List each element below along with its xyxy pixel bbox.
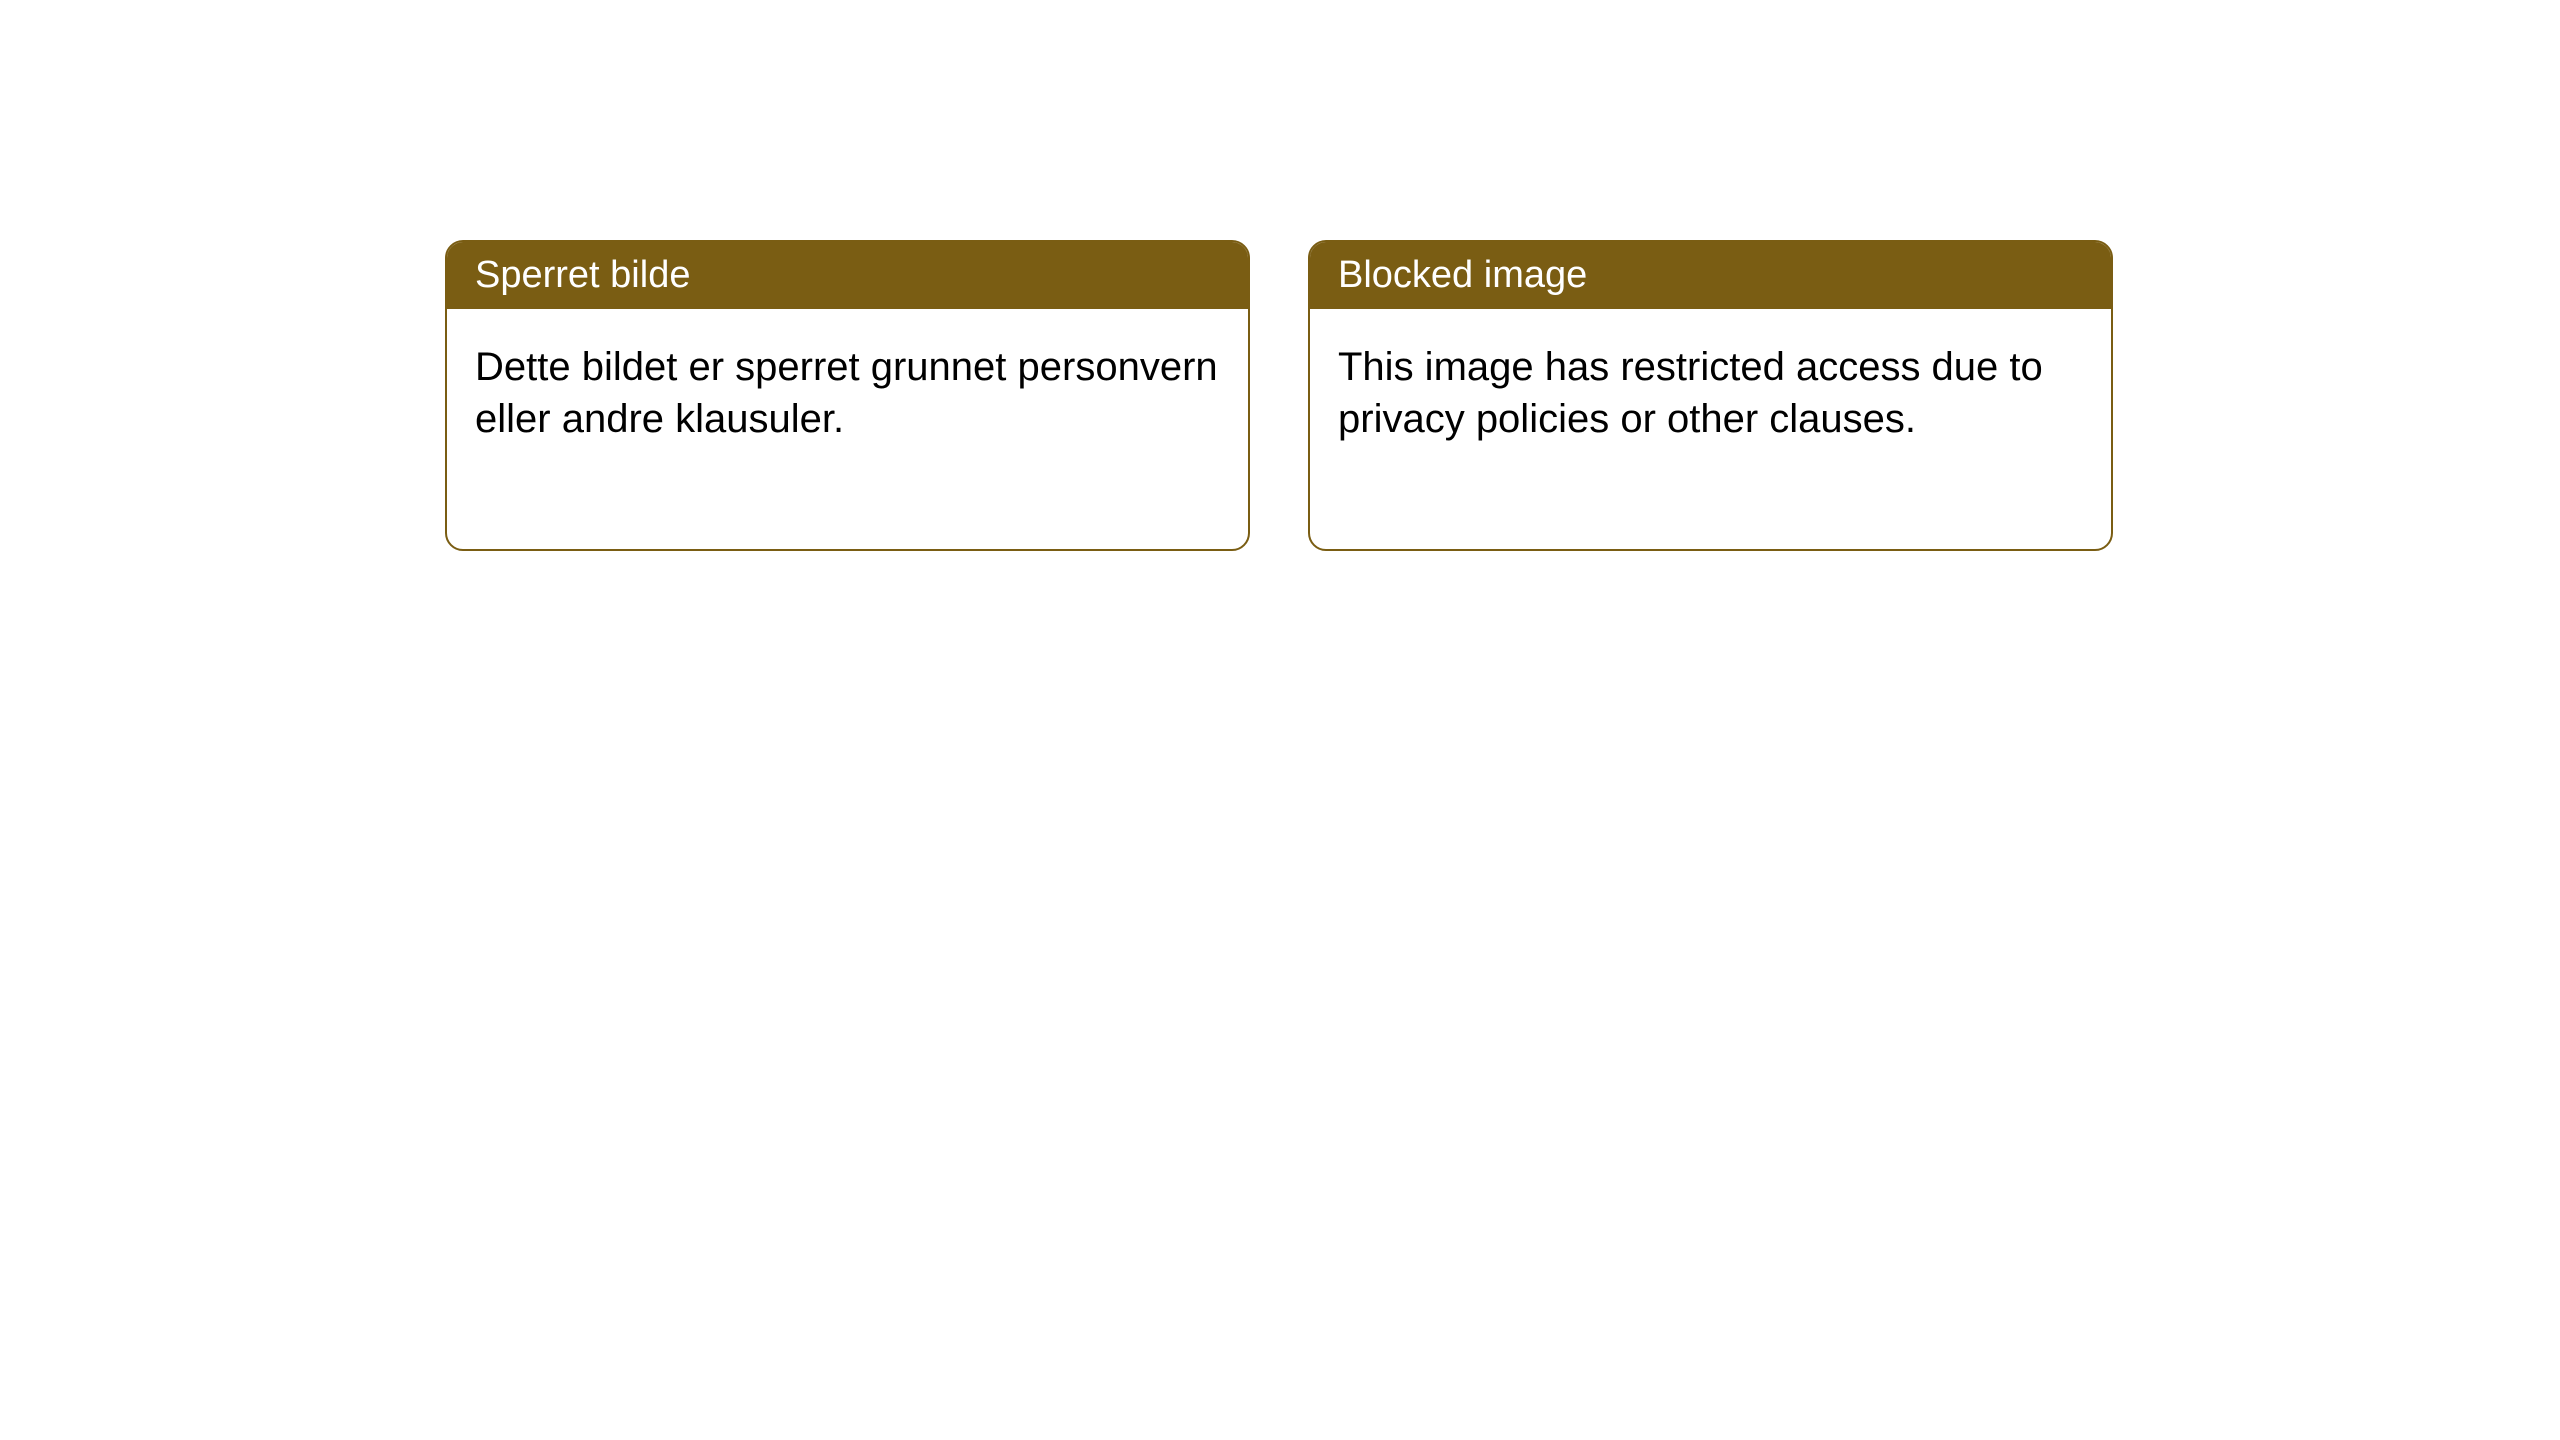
card-title: Sperret bilde: [475, 254, 690, 296]
card-title: Blocked image: [1338, 254, 1587, 296]
cards-container: Sperret bilde Dette bildet er sperret gr…: [445, 240, 2113, 551]
blocked-image-card-en: Blocked image This image has restricted …: [1308, 240, 2113, 551]
card-header: Blocked image: [1310, 242, 2111, 309]
card-body-text: This image has restricted access due to …: [1338, 345, 2043, 441]
card-header: Sperret bilde: [447, 242, 1248, 309]
card-body: Dette bildet er sperret grunnet personve…: [447, 309, 1248, 549]
card-body-text: Dette bildet er sperret grunnet personve…: [475, 345, 1218, 441]
blocked-image-card-no: Sperret bilde Dette bildet er sperret gr…: [445, 240, 1250, 551]
card-body: This image has restricted access due to …: [1310, 309, 2111, 549]
